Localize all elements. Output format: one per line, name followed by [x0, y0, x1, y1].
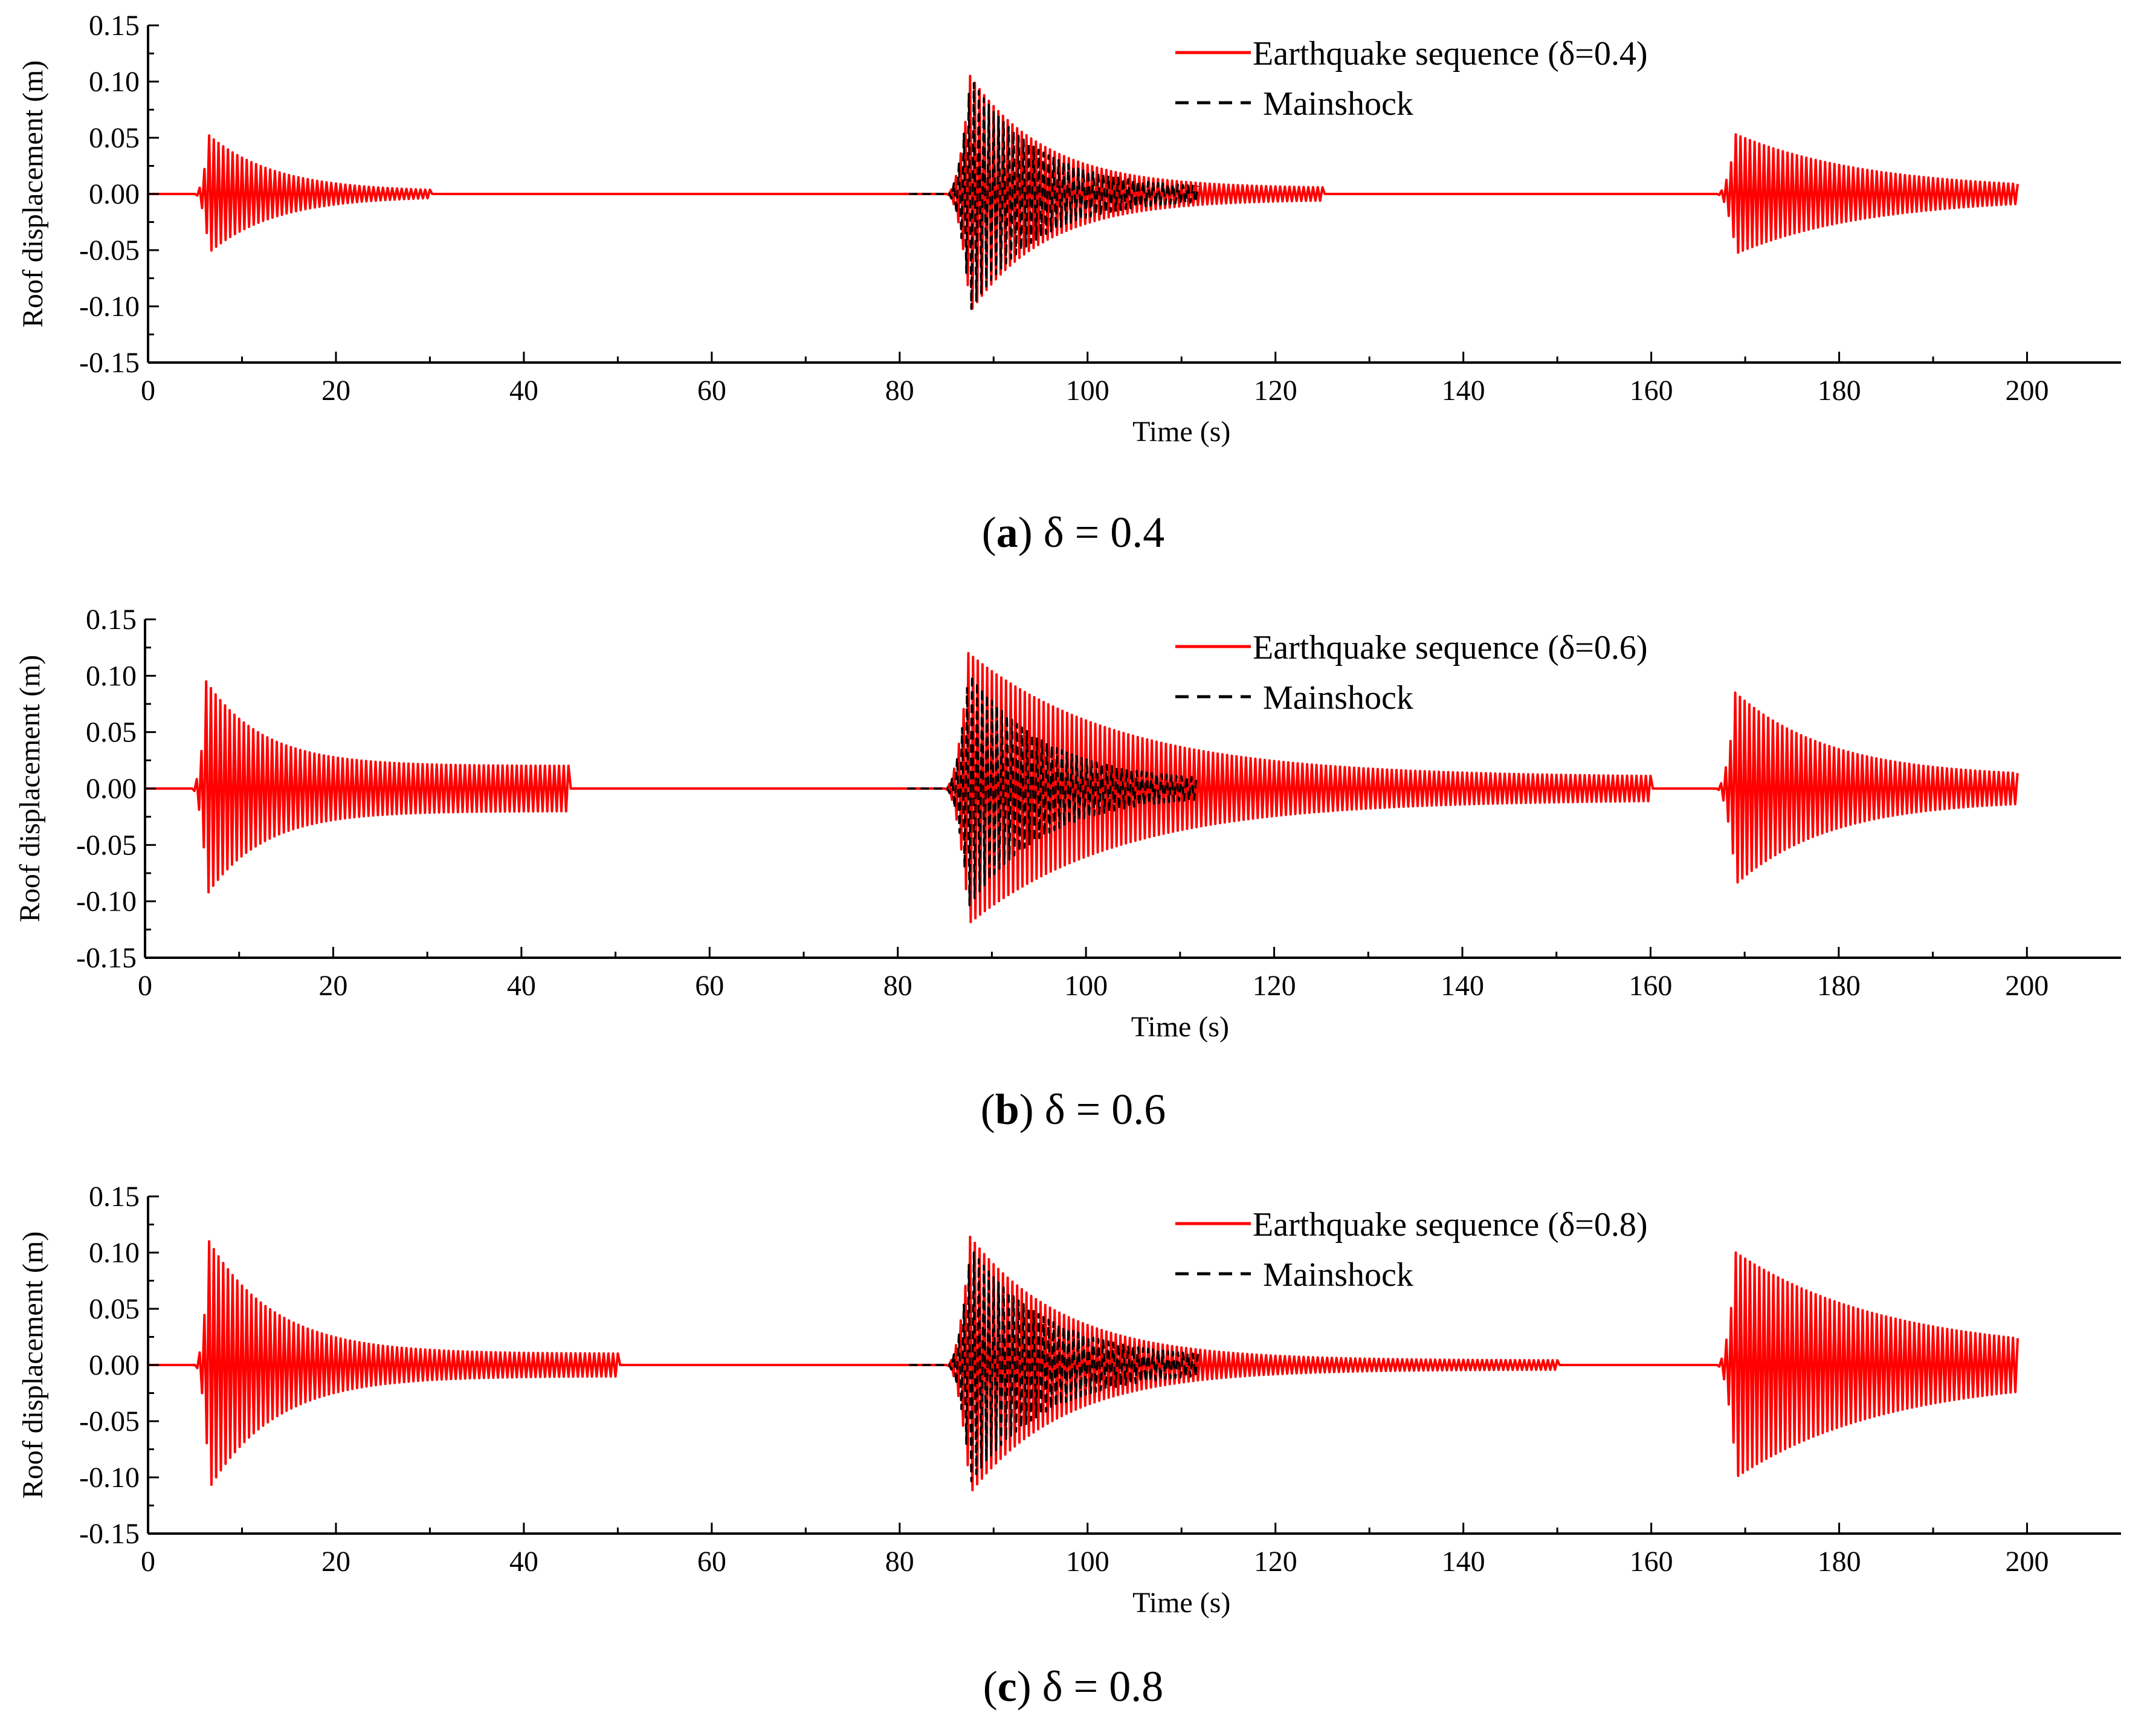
x-tick-label-200-b: 200 — [2005, 970, 2049, 1002]
x-tick-label-200-c: 200 — [2006, 1546, 2049, 1578]
axes-a — [147, 24, 2121, 364]
series-sequence-line-c — [148, 1236, 2019, 1491]
x-tick-label-40-b: 40 — [507, 970, 536, 1002]
legend-label-mainshock-a: Mainshock — [1263, 85, 1413, 123]
caption-c: (c) δ = 0.8 — [983, 1662, 1163, 1711]
caption-text-b: δ = 0.6 — [1045, 1085, 1166, 1134]
y-tick-label-0.05-c: 0.05 — [89, 1293, 140, 1325]
x-tick-label-100-a: 100 — [1066, 375, 1109, 407]
y-tick-label--0.15-c: -0.15 — [79, 1518, 140, 1550]
y-tick-label--0.15-b: -0.15 — [76, 942, 137, 974]
caption-text-a: δ = 0.4 — [1044, 508, 1165, 557]
x-tick-label-80-c: 80 — [885, 1546, 914, 1578]
x-tick-label-100-b: 100 — [1064, 970, 1108, 1002]
series-mainshock-line-c — [909, 1251, 1199, 1483]
plot-series-b — [145, 652, 2019, 923]
legend-label-sequence-b: Earthquake sequence (δ=0.6) — [1253, 629, 1647, 666]
y-tick-label-0.10-a: 0.10 — [89, 66, 140, 98]
caption-letter-b: b — [995, 1085, 1019, 1134]
series-sequence-line-a — [148, 74, 2019, 310]
y-tick-label--0.05-c: -0.05 — [79, 1405, 140, 1438]
x-tick-label-180-c: 180 — [1818, 1546, 1861, 1578]
chart-panel-b: 0 20 40 60 80 100 120 140 160 180 200 -0.15 -0.10 -0.… — [14, 604, 2121, 1134]
y-tick-label-0.15-c: 0.15 — [89, 1181, 140, 1213]
y-axis-label-a: Roof displacement (m) — [17, 60, 49, 328]
x-tick-label-40-c: 40 — [509, 1546, 538, 1578]
x-tick-label-0-a: 0 — [141, 375, 155, 407]
tick-labels-b: 0 20 40 60 80 100 120 140 160 180 200 -0.15 -0.10 -0.… — [76, 604, 2049, 1002]
x-tick-label-20-c: 20 — [321, 1546, 350, 1578]
caption-text-c: δ = 0.8 — [1042, 1662, 1164, 1711]
tick-labels-c: 0 20 40 60 80 100 120 140 160 180 200 -0.15 -0.10 -0.… — [79, 1181, 2049, 1578]
series-mainshock-line-b — [907, 674, 1198, 906]
legend-label-sequence-a: Earthquake sequence (δ=0.4) — [1253, 35, 1647, 73]
y-tick-label--0.05-a: -0.05 — [79, 234, 140, 266]
y-tick-label-0.00-b: 0.00 — [86, 773, 137, 805]
x-tick-label-20-a: 20 — [321, 375, 350, 407]
chart-panel-a: 0 20 40 60 80 100 120 140 160 180 200 -0.15 -0.10 -0.… — [17, 10, 2121, 557]
x-tick-label-60-a: 60 — [697, 375, 726, 407]
y-tick-label--0.10-b: -0.10 — [76, 886, 137, 918]
plot-series-c — [148, 1236, 2019, 1491]
x-tick-label-180-b: 180 — [1817, 970, 1861, 1002]
y-tick-label-0.15-b: 0.15 — [86, 604, 137, 636]
x-tick-label-60-b: 60 — [695, 970, 724, 1002]
y-tick-label-0.00-c: 0.00 — [89, 1349, 140, 1381]
legend-label-mainshock-b: Mainshock — [1263, 679, 1413, 717]
chart-panel-c: 0 20 40 60 80 100 120 140 160 180 200 -0.15 -0.10 -0.… — [17, 1181, 2121, 1711]
y-tick-label-0.15-a: 0.15 — [89, 10, 140, 42]
x-tick-label-160-a: 160 — [1630, 375, 1673, 407]
x-axis-label-c: Time (s) — [1132, 1587, 1230, 1619]
x-tick-label-60-c: 60 — [697, 1546, 726, 1578]
caption-a: (a) δ = 0.4 — [982, 508, 1165, 557]
y-tick-label-0.10-b: 0.10 — [86, 660, 137, 692]
caption-letter-a: a — [996, 508, 1018, 557]
caption-letter-c: c — [998, 1662, 1017, 1711]
x-tick-label-0-b: 0 — [138, 970, 152, 1002]
x-tick-label-160-b: 160 — [1629, 970, 1672, 1002]
x-tick-label-100-c: 100 — [1066, 1546, 1109, 1578]
x-tick-label-120-c: 120 — [1254, 1546, 1297, 1578]
x-tick-label-120-b: 120 — [1253, 970, 1296, 1002]
tick-labels-a: 0 20 40 60 80 100 120 140 160 180 200 -0.15 -0.10 -0.… — [79, 10, 2049, 407]
legend-b: Earthquake sequence (δ=0.6) Mainshock — [1175, 629, 1647, 717]
y-tick-label-0.00-a: 0.00 — [89, 178, 140, 210]
plot-series-a — [148, 74, 2019, 310]
series-sequence-line-b — [145, 652, 2019, 923]
axes-b — [144, 618, 2121, 959]
series-mainshock-line-a — [909, 82, 1199, 310]
x-tick-label-140-b: 140 — [1441, 970, 1484, 1002]
x-tick-label-140-a: 140 — [1442, 375, 1485, 407]
x-tick-label-40-a: 40 — [509, 375, 538, 407]
y-tick-label-0.10-c: 0.10 — [89, 1237, 140, 1269]
y-tick-label--0.05-b: -0.05 — [76, 829, 137, 861]
caption-b: (b) δ = 0.6 — [981, 1085, 1166, 1134]
x-axis-label-b: Time (s) — [1131, 1011, 1229, 1043]
legend-a: Earthquake sequence (δ=0.4) Mainshock — [1175, 35, 1647, 123]
x-tick-label-80-a: 80 — [885, 375, 914, 407]
x-tick-label-200-a: 200 — [2006, 375, 2049, 407]
x-tick-label-0-c: 0 — [141, 1546, 155, 1578]
y-axis-label-c: Roof displacement (m) — [17, 1231, 49, 1499]
x-tick-label-120-a: 120 — [1254, 375, 1297, 407]
legend-c: Earthquake sequence (δ=0.8) Mainshock — [1175, 1206, 1647, 1294]
y-tick-label--0.10-c: -0.10 — [79, 1462, 140, 1494]
x-axis-label-a: Time (s) — [1132, 416, 1230, 448]
y-tick-label--0.15-a: -0.15 — [79, 347, 140, 379]
y-tick-label-0.05-b: 0.05 — [86, 717, 137, 749]
x-tick-label-20-b: 20 — [318, 970, 347, 1002]
legend-label-mainshock-c: Mainshock — [1263, 1256, 1413, 1294]
x-tick-label-80-b: 80 — [883, 970, 912, 1002]
axes-c — [147, 1195, 2121, 1535]
x-tick-label-160-c: 160 — [1630, 1546, 1673, 1578]
y-tick-label--0.10-a: -0.10 — [79, 291, 140, 323]
x-tick-label-140-c: 140 — [1442, 1546, 1485, 1578]
y-tick-label-0.05-a: 0.05 — [89, 122, 140, 154]
x-tick-label-180-a: 180 — [1818, 375, 1861, 407]
y-axis-label-b: Roof displacement (m) — [14, 655, 46, 923]
legend-label-sequence-c: Earthquake sequence (δ=0.8) — [1253, 1206, 1647, 1244]
